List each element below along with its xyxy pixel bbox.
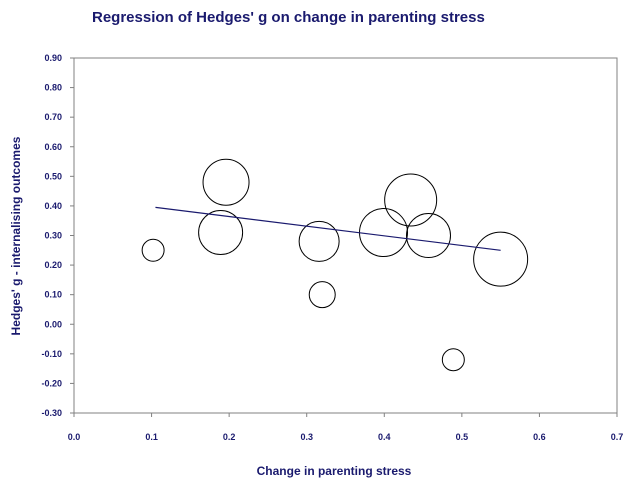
y-tick-label: 0.40 xyxy=(44,201,62,211)
x-tick-label: 0.0 xyxy=(68,432,81,442)
y-tick-label: 0.10 xyxy=(44,290,62,300)
y-tick-label: 0.60 xyxy=(44,142,62,152)
x-tick-label: 0.3 xyxy=(300,432,313,442)
y-tick-label: 0.30 xyxy=(44,231,62,241)
y-axis-ticks: 0.90 0.80 0.70 0.60 0.50 0.40 0.30 0.20 0.10 0.00… xyxy=(41,53,74,418)
regression-line xyxy=(155,206,501,251)
y-tick-label: 0.50 xyxy=(44,171,62,181)
x-tick-label: 0.5 xyxy=(456,432,469,442)
data-bubble xyxy=(202,158,250,206)
y-tick-label: -0.10 xyxy=(41,349,62,359)
x-axis-label: Change in parenting stress xyxy=(257,464,412,478)
chart-title: Regression of Hedges' g on change in par… xyxy=(92,9,485,26)
y-axis-label: Hedges' g - internalising outcomes xyxy=(9,136,23,335)
x-tick-label: 0.4 xyxy=(378,432,391,442)
data-bubble xyxy=(298,220,340,262)
y-tick-label: 0.00 xyxy=(44,319,62,329)
x-tick-label: 0.7 xyxy=(611,432,624,442)
x-tick-label: 0.2 xyxy=(223,432,236,442)
plot-area xyxy=(73,57,618,414)
data-bubble xyxy=(441,348,465,372)
data-bubble xyxy=(359,208,409,258)
data-bubble xyxy=(141,238,165,262)
bubbles xyxy=(141,158,529,372)
data-bubble xyxy=(473,231,529,287)
y-tick-label: 0.90 xyxy=(44,53,62,63)
x-axis-ticks: 0.0 0.1 0.2 0.3 0.4 0.5 0.6 0.7 xyxy=(68,413,624,442)
data-bubble xyxy=(308,281,336,309)
x-tick-label: 0.6 xyxy=(533,432,546,442)
y-tick-label: -0.30 xyxy=(41,408,62,418)
data-bubble xyxy=(198,210,244,256)
y-tick-label: 0.20 xyxy=(44,260,62,270)
y-tick-label: -0.20 xyxy=(41,378,62,388)
data-bubble xyxy=(406,213,452,258)
y-tick-label: 0.80 xyxy=(44,83,62,93)
x-tick-label: 0.1 xyxy=(145,432,158,442)
data-bubble xyxy=(384,173,438,227)
y-tick-label: 0.70 xyxy=(44,112,62,122)
